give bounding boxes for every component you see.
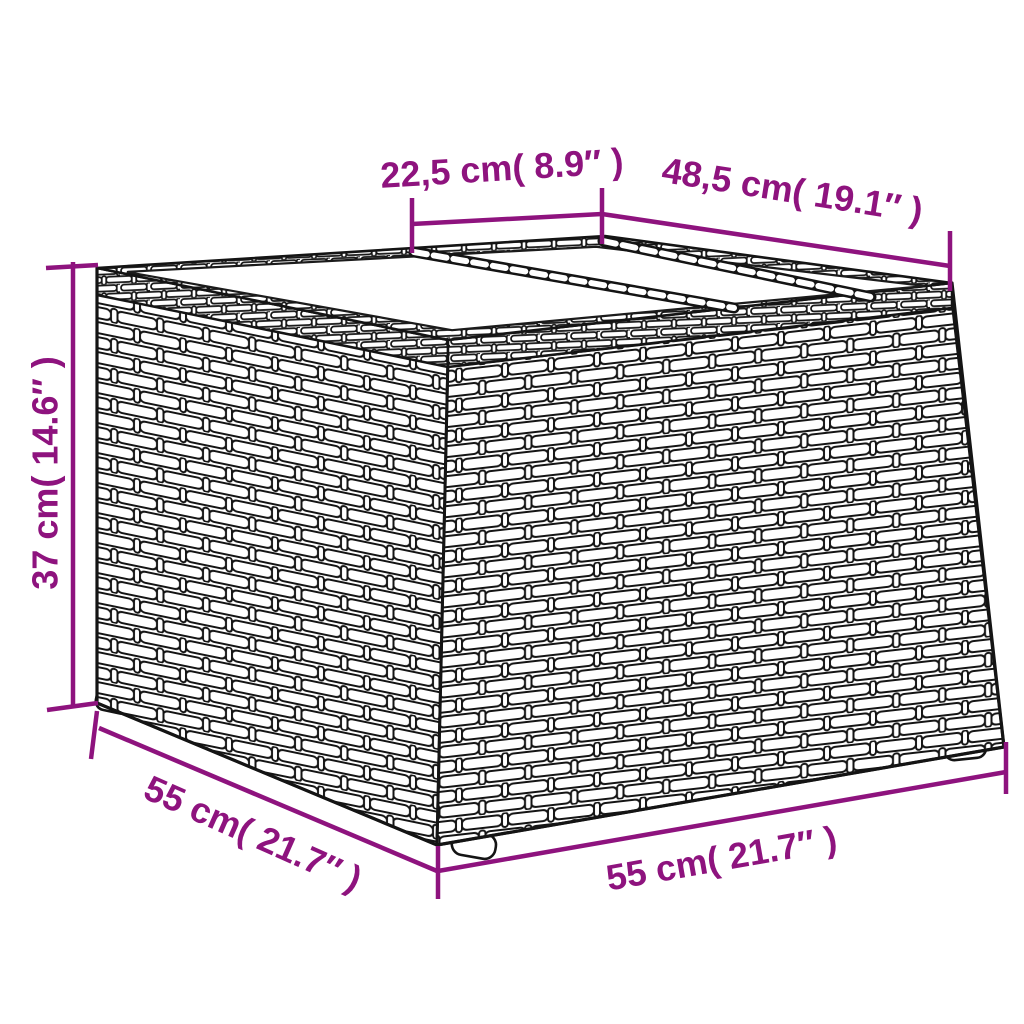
table-front-right-face <box>435 299 1006 847</box>
dim-line-side-depth <box>98 725 438 874</box>
dim-line-top-glass-length <box>601 211 951 269</box>
dim-tick <box>46 700 99 713</box>
dim-line-front-width <box>437 769 1007 874</box>
dimension-label-front-width: 55 cm( 21.7″ ) <box>603 818 840 899</box>
table-line-art <box>94 234 1006 861</box>
dim-tick <box>45 262 99 271</box>
glass-divider-strips <box>408 235 877 314</box>
table-outline <box>95 266 1006 847</box>
dimension-label-height: 37 cm( 14.6″ ) <box>25 356 66 589</box>
dimension-label-top-glass-length: 48,5 cm( 19.1″ ) <box>659 149 926 231</box>
dimension-label-top-panel-width: 22,5 cm( 8.9″ ) <box>379 140 624 196</box>
dim-line-top-panel-width <box>411 211 603 227</box>
dim-tick <box>88 710 100 760</box>
dimension-lines <box>45 188 1009 899</box>
table-front-left-face <box>95 284 450 847</box>
